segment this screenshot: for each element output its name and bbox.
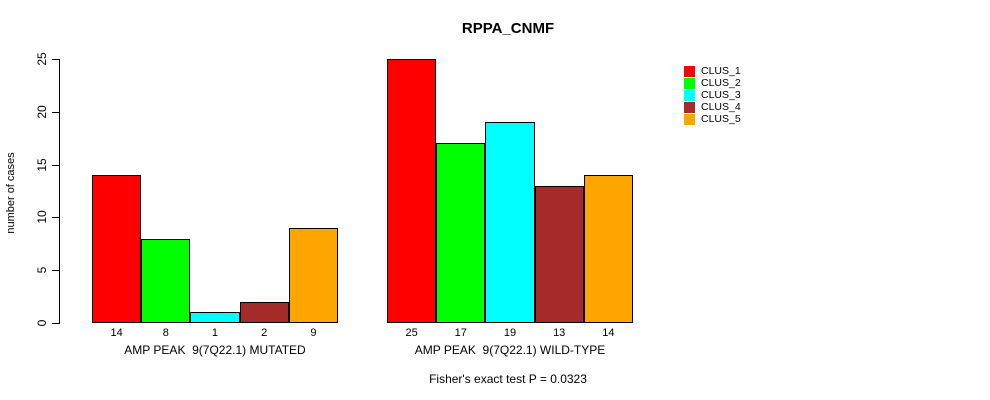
bar-clus_3 [190, 312, 240, 323]
bar-clus_1 [387, 59, 437, 323]
legend-item: CLUS_3 [684, 90, 741, 101]
bar-clus_3 [485, 122, 535, 323]
legend-swatch-icon [684, 102, 695, 113]
y-tick-label: 0 [35, 319, 49, 327]
legend-item: CLUS_1 [684, 66, 741, 77]
group-label: AMP PEAK 9(7Q22.1) WILD-TYPE [414, 343, 606, 357]
legend-label: CLUS_3 [701, 89, 741, 101]
bar-value-label: 8 [162, 327, 169, 339]
bar-clus_4 [534, 185, 584, 323]
group-label: AMP PEAK 9(7Q22.1) MUTATED [124, 343, 306, 357]
y-tick [52, 323, 59, 324]
legend-label: CLUS_2 [701, 77, 741, 89]
bar-value-label: 13 [553, 327, 566, 339]
legend-swatch-icon [684, 114, 695, 125]
y-tick-label: 25 [35, 52, 49, 66]
bar-value-label: 17 [454, 327, 467, 339]
legend-swatch-icon [684, 90, 695, 101]
legend-item: CLUS_2 [684, 78, 741, 89]
y-tick-label: 10 [35, 210, 49, 225]
legend-label: CLUS_5 [701, 113, 741, 125]
legend-label: CLUS_1 [701, 65, 741, 77]
bar-clus_2 [436, 143, 486, 323]
bar-value-label: 14 [602, 327, 615, 339]
y-tick-label: 15 [35, 157, 49, 172]
bar-clus_1 [92, 175, 142, 323]
bar-value-label: 1 [211, 327, 219, 339]
bar-value-label: 2 [261, 327, 268, 339]
y-tick [52, 59, 59, 60]
y-tick [52, 217, 59, 219]
legend-item: CLUS_5 [684, 114, 741, 125]
footnote: Fisher's exact test P = 0.0323 [429, 372, 587, 386]
bar-clus_5 [288, 227, 338, 323]
bar-value-label: 14 [110, 327, 123, 339]
bar-value-label: 25 [405, 327, 418, 339]
bar-clus_2 [141, 238, 191, 323]
bar-value-label: 9 [310, 327, 317, 339]
y-tick [52, 111, 59, 113]
y-axis-line [59, 59, 60, 324]
y-tick-label: 5 [35, 266, 49, 274]
y-tick [52, 164, 59, 166]
y-tick-label: 20 [35, 105, 49, 119]
y-tick [52, 270, 59, 272]
legend-swatch-icon [684, 78, 695, 89]
legend-label: CLUS_4 [701, 101, 741, 113]
chart-title: RPPA_CNMF [461, 20, 555, 37]
y-axis-label: number of cases [5, 152, 17, 234]
bar-clus_4 [239, 301, 289, 323]
bar-clus_5 [583, 175, 633, 323]
bar-value-label: 19 [503, 327, 517, 339]
legend-item: CLUS_4 [684, 102, 741, 113]
legend-swatch-icon [684, 66, 695, 77]
